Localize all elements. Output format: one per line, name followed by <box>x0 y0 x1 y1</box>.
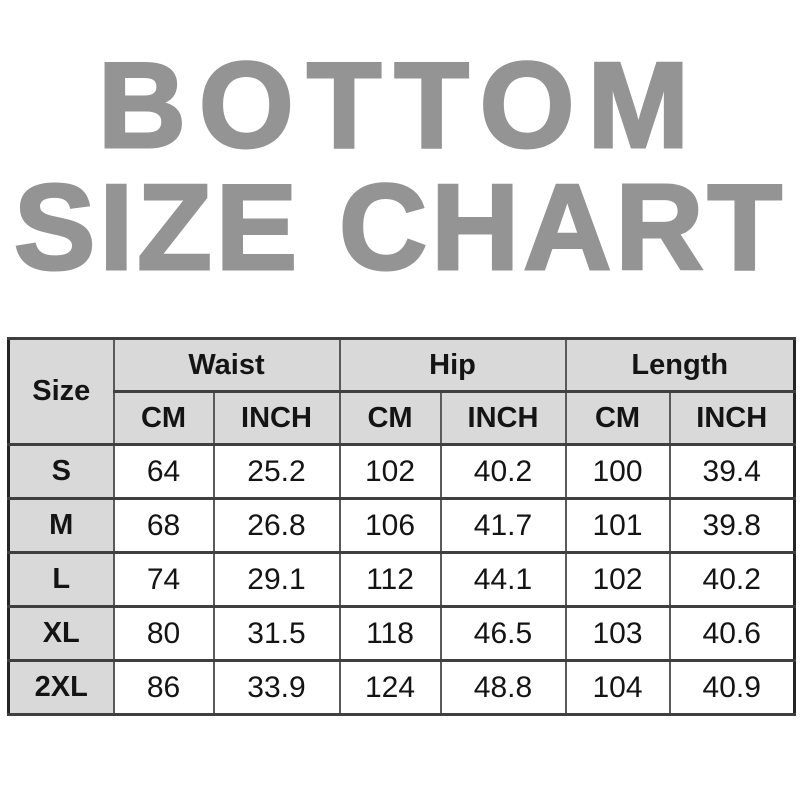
subheader-waist-cm: CM <box>112 390 215 446</box>
cell-waist-cm: 68 <box>112 497 215 554</box>
cell-length-inch: 40.2 <box>668 551 796 608</box>
subheader-hip-cm: CM <box>338 390 442 446</box>
title-line-1: BOTTOM <box>96 37 703 173</box>
subheader-length-cm: CM <box>564 390 671 446</box>
subheader-length-inch: INCH <box>668 390 796 446</box>
page-title: BOTTOM SIZE CHART <box>0 37 800 295</box>
cell-waist-cm: 80 <box>112 605 215 662</box>
row-size-label: S <box>7 443 115 500</box>
row-size-label: M <box>7 497 115 554</box>
table-row-xl: XL 80 31.5 118 46.5 103 40.6 <box>7 605 796 662</box>
subheader-hip-inch: INCH <box>439 390 567 446</box>
row-size-label: 2XL <box>7 659 115 716</box>
cell-length-cm: 103 <box>564 605 671 662</box>
table-row-2xl: 2XL 86 33.9 124 48.8 104 40.9 <box>7 659 796 716</box>
header-waist: Waist <box>112 337 341 393</box>
cell-hip-inch: 41.7 <box>439 497 567 554</box>
cell-waist-cm: 86 <box>112 659 215 716</box>
table-row-s: S 64 25.2 102 40.2 100 39.4 <box>7 443 796 500</box>
cell-waist-inch: 25.2 <box>212 443 341 500</box>
cell-length-cm: 104 <box>564 659 671 716</box>
cell-hip-inch: 44.1 <box>439 551 567 608</box>
cell-length-cm: 102 <box>564 551 671 608</box>
cell-hip-cm: 118 <box>338 605 442 662</box>
cell-hip-inch: 48.8 <box>439 659 567 716</box>
title-line-2: SIZE CHART <box>13 159 786 295</box>
header-length: Length <box>564 337 796 393</box>
cell-waist-cm: 74 <box>112 551 215 608</box>
cell-length-inch: 40.6 <box>668 605 796 662</box>
cell-hip-cm: 106 <box>338 497 442 554</box>
cell-waist-cm: 64 <box>112 443 215 500</box>
subheader-waist-inch: INCH <box>212 390 341 446</box>
table-row-l: L 74 29.1 112 44.1 102 40.2 <box>7 551 796 608</box>
header-size: Size <box>7 337 115 446</box>
table-row-m: M 68 26.8 106 41.7 101 39.8 <box>7 497 796 554</box>
cell-hip-cm: 124 <box>338 659 442 716</box>
cell-hip-inch: 40.2 <box>439 443 567 500</box>
size-chart-table: Size Waist Hip Length CM INCH CM INCH CM… <box>7 337 796 716</box>
cell-waist-inch: 31.5 <box>212 605 341 662</box>
cell-length-inch: 40.9 <box>668 659 796 716</box>
cell-hip-cm: 102 <box>338 443 442 500</box>
cell-length-cm: 101 <box>564 497 671 554</box>
cell-waist-inch: 33.9 <box>212 659 341 716</box>
row-size-label: L <box>7 551 115 608</box>
cell-hip-cm: 112 <box>338 551 442 608</box>
cell-length-inch: 39.4 <box>668 443 796 500</box>
header-hip: Hip <box>338 337 567 393</box>
cell-waist-inch: 26.8 <box>212 497 341 554</box>
group-header-row: Size Waist Hip Length <box>7 337 796 446</box>
unit-header-row: CM INCH CM INCH CM INCH <box>9 390 796 446</box>
cell-waist-inch: 29.1 <box>212 551 341 608</box>
cell-length-cm: 100 <box>564 443 671 500</box>
cell-hip-inch: 46.5 <box>439 605 567 662</box>
row-size-label: XL <box>7 605 115 662</box>
cell-length-inch: 39.8 <box>668 497 796 554</box>
